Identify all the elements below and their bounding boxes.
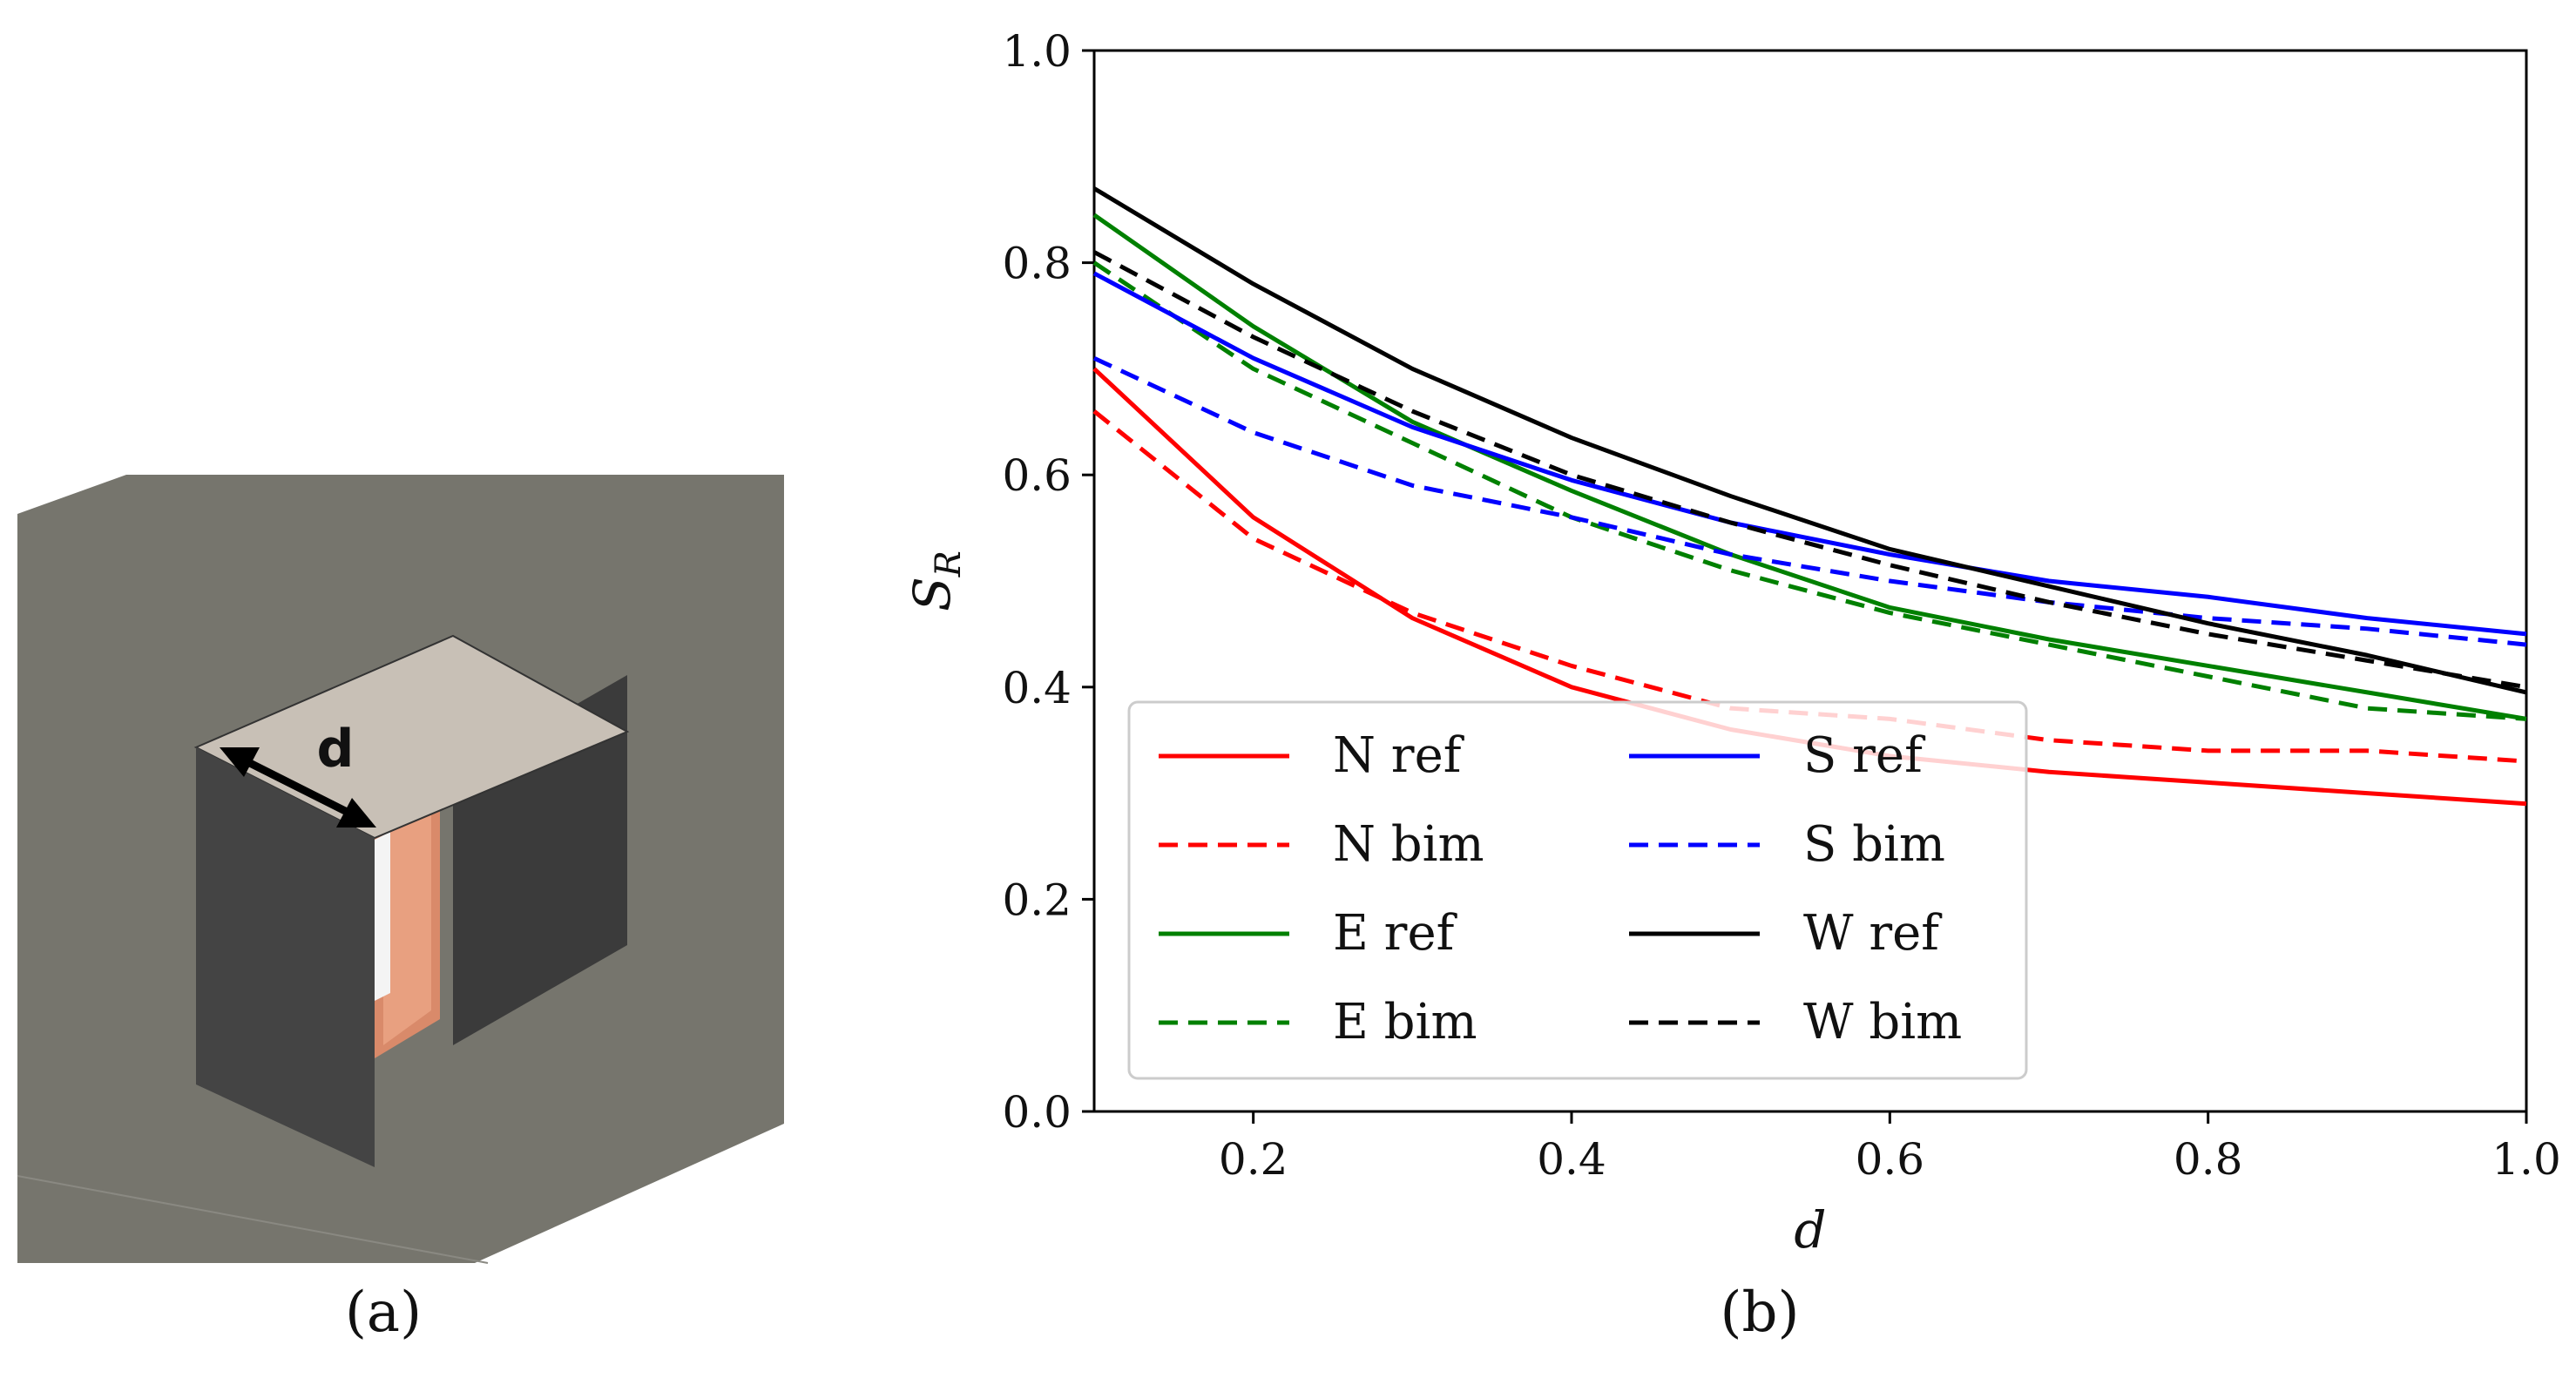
depth-arrow	[228, 749, 367, 825]
y-axis-label: SR	[903, 551, 969, 611]
y-tick-label: 0.0	[1002, 1087, 1072, 1138]
x-axis-label: d	[1794, 1200, 1826, 1260]
panel-label-b: (b)	[1720, 1280, 1800, 1345]
window-frame-inner	[383, 801, 431, 1045]
series-line-w-bim	[1092, 250, 2527, 690]
ground-edge-line	[17, 1175, 489, 1264]
legend-label: N ref	[1333, 727, 1465, 784]
left-wall	[196, 747, 375, 1167]
legend-label: W ref	[1803, 905, 1943, 962]
x-tick-label: 0.6	[1856, 1134, 1925, 1185]
depth-arrow-head-left	[220, 747, 260, 777]
legend-label: S ref	[1803, 727, 1926, 784]
depth-arrow-head-right	[336, 798, 376, 827]
legend-box	[1127, 700, 2028, 1080]
y-tick-label: 0.4	[1002, 663, 1072, 713]
legend: N ref N bim E ref E bim S ref S bim W ref W bim	[1127, 700, 2028, 1080]
x-tick-label: 0.8	[2174, 1134, 2243, 1185]
series-line-s-bim	[1092, 355, 2527, 647]
x-tick-label: 0.2	[1219, 1134, 1288, 1185]
window-glass	[373, 832, 390, 1002]
series-line-e-bim	[1092, 260, 2527, 721]
legend-label: N bim	[1333, 816, 1484, 873]
series-line-s-ref	[1092, 271, 2527, 637]
x-tick-label: 1.0	[2491, 1134, 2561, 1185]
y-axis: 0.0 0.2 0.4 0.6 0.8 1.0	[1002, 26, 1094, 1138]
panel-label-a: (a)	[344, 1280, 423, 1345]
legend-label: E bim	[1333, 994, 1477, 1050]
x-axis: 0.2 0.4 0.6 0.8 1.0	[1219, 1111, 2561, 1185]
y-tick-label: 0.6	[1002, 450, 1072, 501]
legend-label: W bim	[1803, 994, 1962, 1050]
y-tick-label: 1.0	[1002, 26, 1072, 77]
legend-label: E ref	[1333, 905, 1458, 962]
y-tick-label: 0.2	[1002, 875, 1072, 925]
depth-label: d	[317, 719, 355, 780]
line-chart: 0.00.20.40.60.81.0 0.2 0.4 0.6 0.8 1.0 d SR …	[903, 26, 2561, 1260]
legend-label: S bim	[1803, 816, 1945, 873]
series-line-w-ref	[1092, 186, 2527, 695]
building-illustration: d	[17, 475, 784, 1264]
x-tick-label: 0.4	[1537, 1134, 1606, 1185]
y-tick-label: 0.8	[1002, 239, 1072, 289]
